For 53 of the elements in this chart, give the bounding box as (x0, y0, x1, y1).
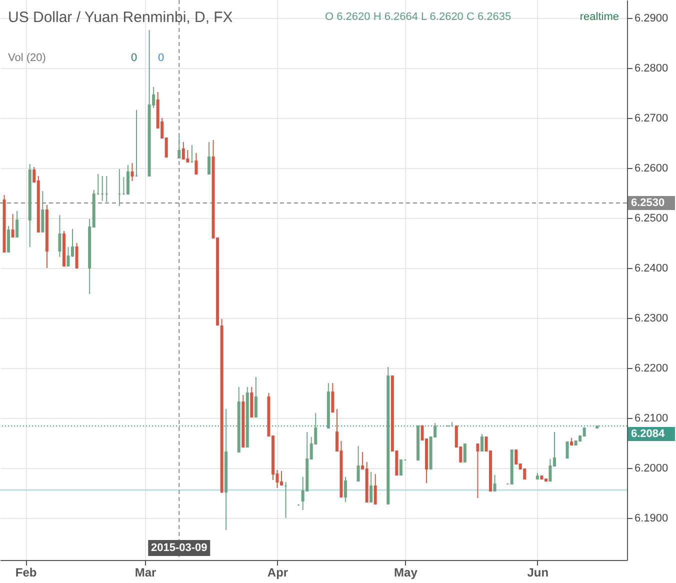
annotation: realtime (580, 11, 619, 23)
candlestick (16, 210, 19, 238)
ref-line-label: 6.2530 (631, 197, 665, 209)
candlestick (75, 242, 78, 268)
candlestick (480, 434, 484, 452)
candlestick (11, 214, 14, 238)
x-tick-label: Apr (267, 566, 288, 580)
y-tick-label: 6.2400 (634, 262, 668, 274)
candlestick (7, 226, 10, 252)
y-tick-label: 6.2100 (634, 412, 668, 424)
annotation: 0 (131, 52, 138, 64)
y-tick-label: 6.1900 (634, 512, 668, 524)
y-tick-label: 6.2300 (634, 312, 668, 324)
x-tick-label: Feb (15, 566, 37, 580)
y-tick-label: 6.2200 (634, 362, 668, 374)
ref-line-label: 2015-03-09 (151, 542, 208, 554)
candlestick (250, 386, 254, 418)
annotation: 0 (158, 52, 164, 64)
candlestick (58, 214, 62, 258)
annotation: Vol (20) (8, 52, 46, 64)
candlestick (66, 246, 70, 266)
candlestick (493, 474, 496, 492)
candlestick (41, 190, 44, 232)
candlestick (194, 152, 198, 174)
x-tick-label: Mar (134, 566, 157, 580)
candlestick (374, 474, 377, 504)
annotation: O 6.2620 H 6.2664 L 6.2620 C 6.2635 (325, 11, 512, 23)
candlestick (208, 142, 210, 174)
candlestick (356, 446, 360, 482)
candlestick (370, 472, 373, 502)
y-tick-label: 6.2000 (634, 462, 668, 474)
candlestick (186, 150, 190, 162)
candlestick (566, 442, 569, 458)
x-tick-label: Jun (527, 566, 549, 580)
candlestick (130, 162, 134, 182)
candlestick (399, 460, 402, 476)
y-tick-label: 6.2800 (634, 62, 668, 74)
y-tick-label: 6.2700 (634, 112, 668, 124)
candlestick (463, 444, 466, 462)
candlestick (254, 376, 258, 418)
ref-line-label: 6.2084 (631, 428, 666, 440)
candlestick (344, 476, 347, 502)
candlestick (178, 136, 181, 158)
candlestick (331, 382, 334, 412)
x-tick-label: May (394, 566, 418, 580)
candlestick (126, 164, 130, 194)
candlestick (548, 458, 552, 482)
y-tick-label: 6.2500 (634, 212, 668, 224)
candlestick (182, 142, 185, 160)
text: US Dollar / Yuan Renminbi, D, FX (8, 9, 233, 26)
y-tick-label: 6.2600 (634, 162, 668, 174)
candlestick (476, 444, 480, 498)
y-tick-label: 6.2900 (634, 12, 668, 24)
